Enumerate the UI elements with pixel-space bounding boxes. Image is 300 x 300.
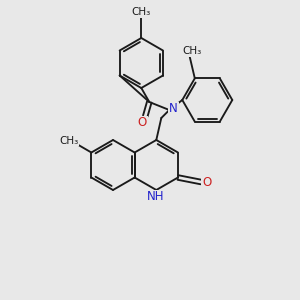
Text: N: N [169,103,178,116]
Text: O: O [138,116,147,130]
Text: CH₃: CH₃ [132,7,151,17]
Text: NH: NH [147,190,164,203]
Text: CH₃: CH₃ [59,136,78,146]
Text: CH₃: CH₃ [182,46,201,56]
Text: O: O [202,176,212,188]
